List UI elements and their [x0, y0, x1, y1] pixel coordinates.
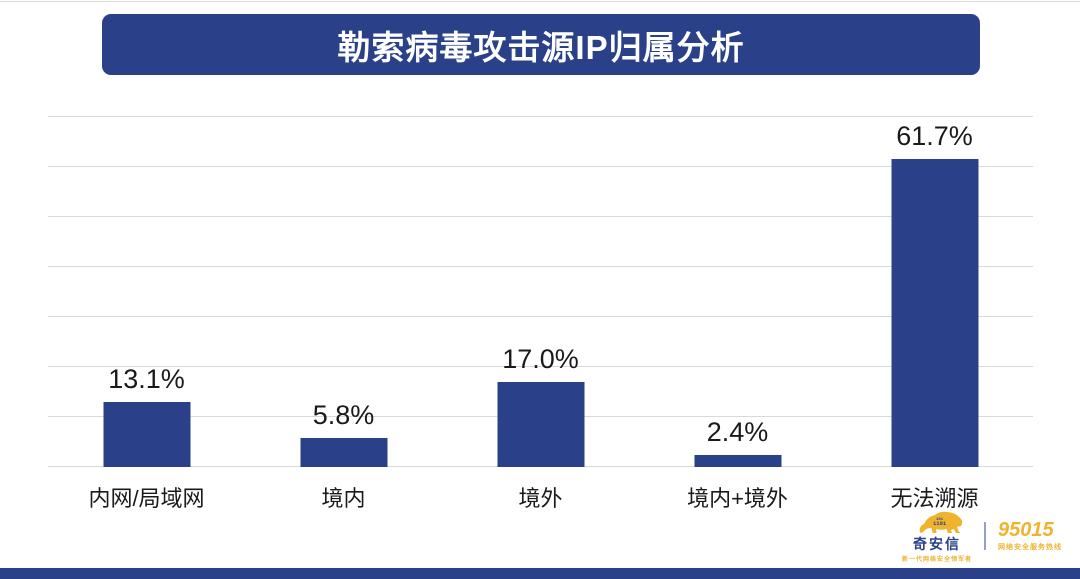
svg-text:101: 101	[936, 518, 944, 522]
brand-tagline: 新一代网络安全领军者	[901, 557, 972, 563]
chart-title: 勒索病毒攻击源IP归属分析	[337, 28, 745, 66]
gridline	[48, 166, 1033, 167]
bar-group: 2.4% 境内+境外	[639, 117, 836, 512]
bar-value-label: 61.7%	[896, 120, 973, 151]
bar	[103, 401, 190, 467]
bar-value-label: 17.0%	[502, 344, 579, 374]
brand-name: 奇安信	[912, 535, 961, 552]
bar-value-label: 5.8%	[312, 400, 375, 430]
bar-value-label: 2.4%	[706, 417, 769, 447]
brand-logo-block: 1101 101 奇安信 新一代网络安全领军者 95015 网络安全服务热线	[902, 510, 1062, 563]
bar-group: 17.0% 境外	[442, 117, 639, 511]
plot-area: 13.1% 内网/局域网 5.8% 境内 17.0% 境外 2.4% 境内+境外 61.7% 无法…	[48, 116, 1033, 512]
top-divider-line	[0, 1, 1080, 2]
bar-group: 5.8% 境内	[245, 117, 442, 511]
category-label: 无法溯源	[890, 486, 979, 511]
gridline	[48, 316, 1033, 317]
hotline-block: 95015 网络安全服务热线	[998, 520, 1062, 552]
footer-accent-strip	[0, 568, 1080, 579]
bar	[694, 455, 781, 467]
tiger-logo-icon: 1101 101	[919, 511, 963, 533]
category-label: 境内+境外	[687, 486, 788, 511]
gridline	[48, 116, 1033, 117]
brand-left: 1101 101 奇安信 新一代网络安全领军者	[902, 510, 972, 563]
gridline	[48, 266, 1033, 267]
bar-value-label: 13.1%	[108, 363, 185, 394]
bar	[891, 158, 978, 467]
svg-text:1101: 1101	[933, 520, 947, 527]
category-label: 内网/局域网	[88, 486, 205, 511]
category-label: 境内	[321, 486, 366, 511]
bar	[300, 438, 387, 467]
gridline	[48, 216, 1033, 217]
category-label: 境外	[518, 486, 563, 511]
hotline-number: 95015	[998, 519, 1054, 542]
bar	[497, 382, 584, 467]
bar-group: 61.7% 无法溯源	[836, 117, 1033, 511]
hotline-label: 网络安全服务热线	[998, 544, 1062, 552]
bars-row: 13.1% 内网/局域网 5.8% 境内 17.0% 境外 2.4% 境内+境外 61.7% 无法…	[48, 117, 1033, 512]
bar-group: 13.1% 内网/局域网	[48, 117, 245, 511]
gridline	[48, 366, 1033, 367]
chart-title-banner: 勒索病毒攻击源IP归属分析	[102, 14, 980, 75]
brand-separator	[984, 522, 986, 551]
